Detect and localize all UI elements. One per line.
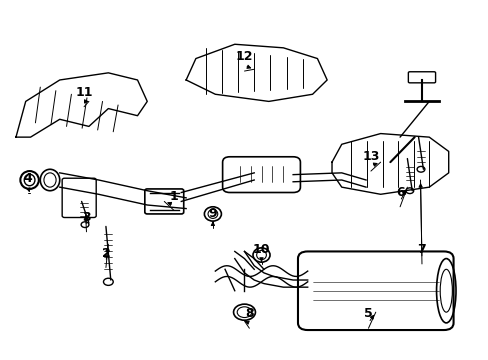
FancyBboxPatch shape [144,189,183,214]
Text: 12: 12 [235,50,253,63]
FancyBboxPatch shape [222,157,300,193]
FancyBboxPatch shape [297,251,453,330]
Text: 4: 4 [24,172,32,185]
Text: 13: 13 [362,150,379,163]
Text: 3: 3 [82,211,91,224]
Text: 1: 1 [169,190,178,203]
Text: 8: 8 [244,307,253,320]
Text: 9: 9 [208,207,217,220]
FancyBboxPatch shape [62,178,96,217]
Text: 5: 5 [364,307,372,320]
Text: 7: 7 [417,243,426,256]
Text: 6: 6 [395,186,404,199]
FancyBboxPatch shape [407,72,435,83]
Text: 11: 11 [75,86,93,99]
Text: 2: 2 [102,247,110,260]
Text: 10: 10 [252,243,270,256]
